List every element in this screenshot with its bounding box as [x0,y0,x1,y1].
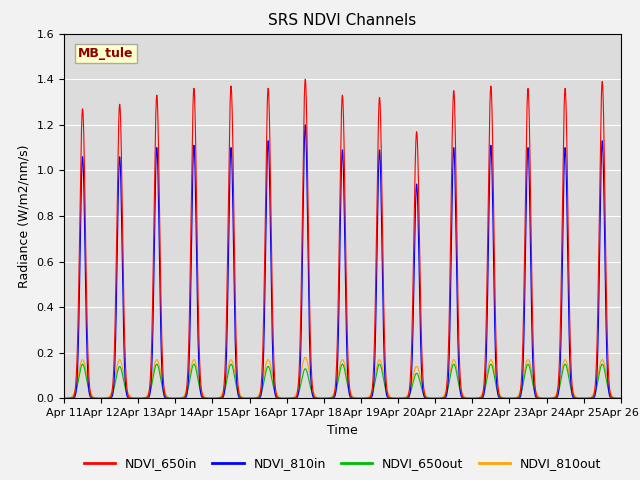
Text: MB_tule: MB_tule [78,48,133,60]
Y-axis label: Radiance (W/m2/nm/s): Radiance (W/m2/nm/s) [18,144,31,288]
X-axis label: Time: Time [327,424,358,437]
Title: SRS NDVI Channels: SRS NDVI Channels [268,13,417,28]
Legend: NDVI_650in, NDVI_810in, NDVI_650out, NDVI_810out: NDVI_650in, NDVI_810in, NDVI_650out, NDV… [79,452,606,475]
